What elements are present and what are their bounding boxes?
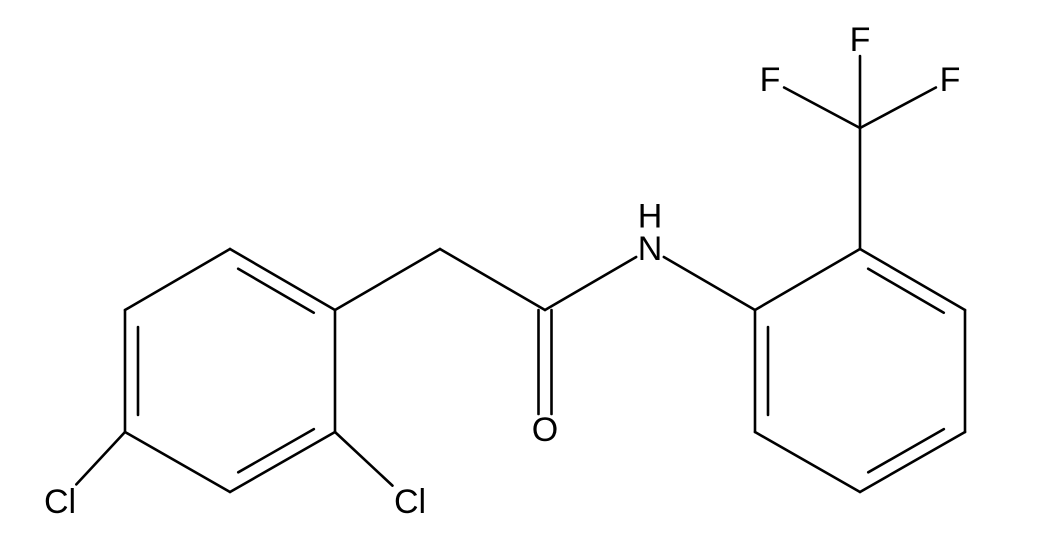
atom-label-n1-h: H xyxy=(638,198,663,236)
atom-label-f3: F xyxy=(940,61,961,99)
atom-label-cl2: Cl xyxy=(394,483,426,521)
molecule-diagram: ClClONHFFF xyxy=(0,0,1038,552)
atom-label-o1: O xyxy=(532,411,558,449)
atom-label-f1: F xyxy=(760,61,781,99)
atom-label-cl1: Cl xyxy=(44,483,76,521)
atom-label-f2: F xyxy=(850,21,871,59)
